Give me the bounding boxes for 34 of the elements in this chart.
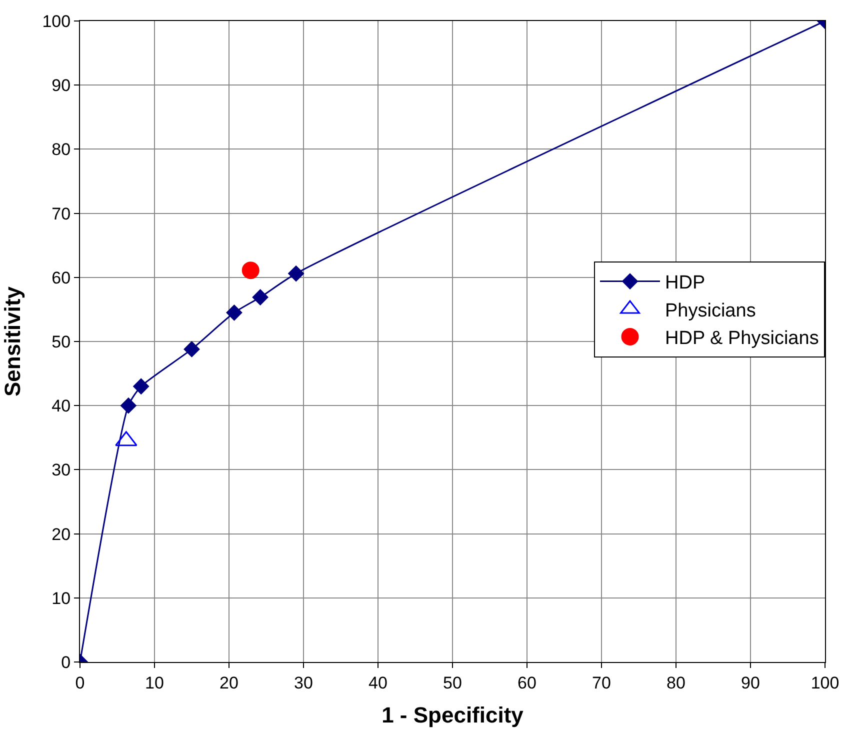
y-tick-label: 60 <box>52 268 71 288</box>
point <box>226 304 242 321</box>
x-tick-label: 50 <box>443 673 462 692</box>
y-tick-label: 70 <box>52 204 71 224</box>
x-tick-label: 100 <box>810 673 840 692</box>
point <box>242 262 260 280</box>
point <box>133 378 149 394</box>
point <box>184 341 200 358</box>
y-tick-label: 80 <box>52 140 71 160</box>
y-tick-label: 50 <box>52 332 71 352</box>
x-tick-label: 10 <box>145 673 164 692</box>
point <box>252 289 268 306</box>
y-tick-label: 40 <box>52 396 71 416</box>
point <box>288 266 304 282</box>
legend-label: Physicians <box>665 300 756 322</box>
legend-label: HDP <box>665 272 706 294</box>
y-tick-label: 0 <box>61 652 71 672</box>
x-tick-label: 0 <box>75 673 85 692</box>
y-axis-title: Sensitivity <box>0 286 26 397</box>
point <box>120 398 136 414</box>
y-tick-label: 20 <box>52 524 71 544</box>
x-axis-title: 1 - Specificity <box>382 702 524 728</box>
x-tick-label: 80 <box>666 673 686 692</box>
y-tick-label: 100 <box>42 12 71 31</box>
x-tick-label: 30 <box>294 673 313 692</box>
x-tick-label: 60 <box>518 673 536 692</box>
y-tick-label: 10 <box>52 588 71 608</box>
x-tick-label: 40 <box>368 673 388 692</box>
y-tick-label: 30 <box>52 460 71 480</box>
x-tick-label: 70 <box>592 673 611 692</box>
x-tick-label: 20 <box>220 673 238 692</box>
y-tick-label: 90 <box>52 76 71 96</box>
x-tick-label: 90 <box>741 673 760 692</box>
legend-label: HDP & Physicians <box>665 328 819 350</box>
